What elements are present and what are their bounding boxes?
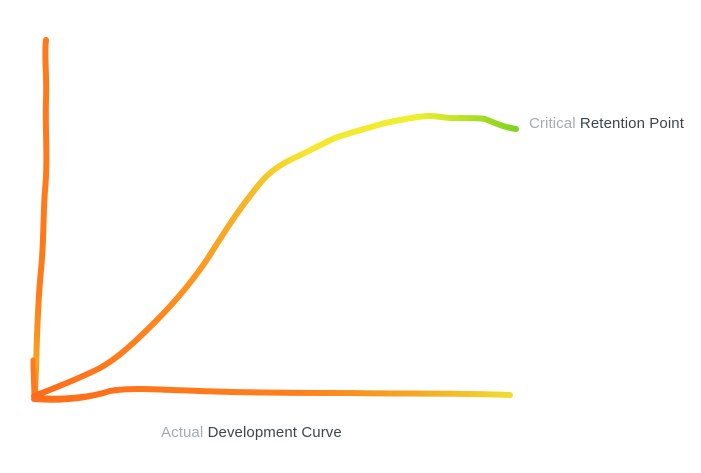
- development-curve: [31, 113, 519, 399]
- actual-development-curve-label: Actual Development Curve: [161, 424, 342, 441]
- critical-retention-point-label: Critical Retention Point: [529, 115, 684, 132]
- annotation-muted-word: Critical: [529, 115, 576, 132]
- vertical-axis-stroke: [32, 37, 50, 402]
- annotation-strong-words: Development Curve: [207, 424, 342, 441]
- annotation-muted-word: Actual: [161, 424, 204, 441]
- annotation-strong-words: Retention Point: [579, 115, 684, 132]
- horizontal-axis-double-stroke: [34, 387, 117, 400]
